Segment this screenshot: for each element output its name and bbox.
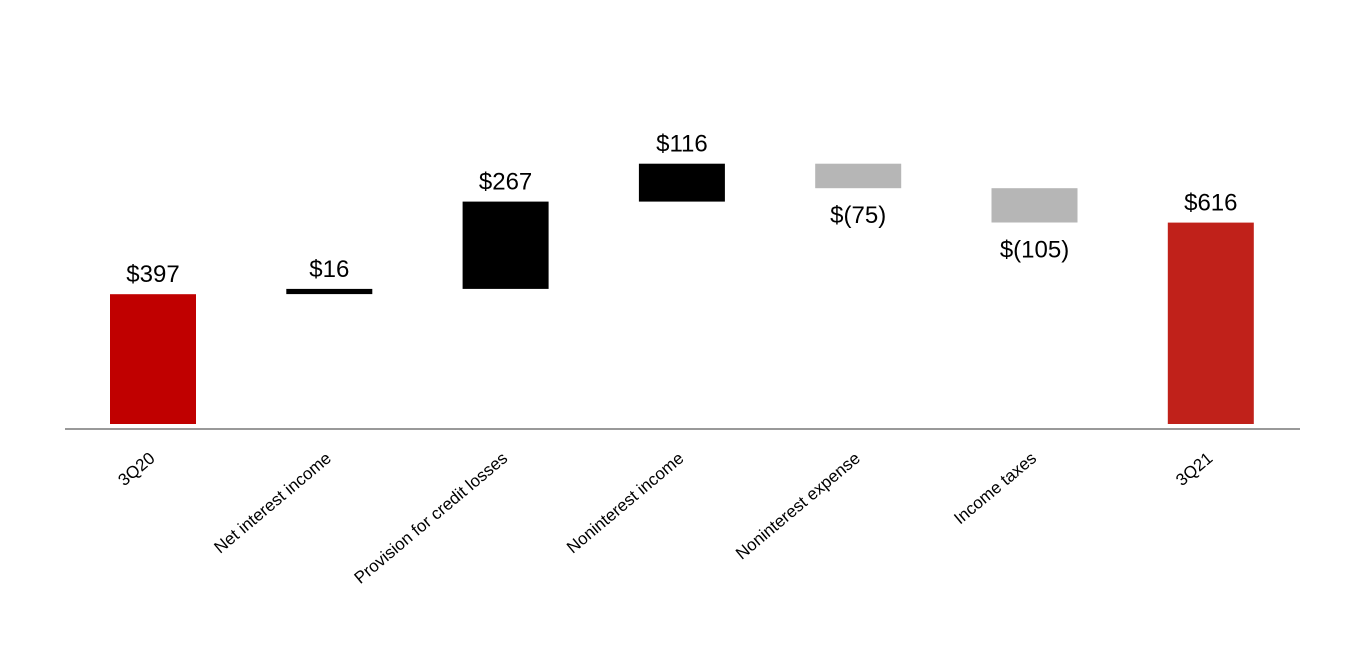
value-label-2: $267 bbox=[479, 169, 532, 196]
bar-4 bbox=[815, 163, 902, 189]
bar-2 bbox=[462, 201, 549, 289]
value-label-5: $(105) bbox=[1000, 237, 1069, 264]
category-label-4: Noninterest expense bbox=[732, 449, 864, 564]
bar-0 bbox=[110, 294, 196, 424]
category-label-3: Noninterest income bbox=[563, 449, 687, 558]
value-label-1: $16 bbox=[309, 256, 349, 283]
value-label-0: $397 bbox=[126, 261, 179, 288]
bar-1 bbox=[286, 288, 373, 295]
category-labels-group: 3Q20 Net interest income Provision for cre… bbox=[114, 449, 1216, 588]
category-label-5: Income taxes bbox=[950, 449, 1040, 529]
category-label-1: Net interest income bbox=[210, 449, 334, 558]
value-labels-group: $397 $16 $267 $116 $(75) $(105) $616 bbox=[126, 131, 1237, 289]
bar-3 bbox=[638, 163, 725, 202]
value-label-4: $(75) bbox=[830, 202, 886, 229]
bars-group bbox=[110, 163, 1254, 424]
category-label-6: 3Q21 bbox=[1172, 449, 1216, 490]
category-label-0: 3Q20 bbox=[114, 449, 158, 490]
value-label-3: $116 bbox=[656, 131, 708, 158]
category-label-2: Provision for credit losses bbox=[351, 449, 512, 588]
bar-6 bbox=[1167, 222, 1254, 424]
bar-5 bbox=[991, 188, 1078, 223]
value-label-6: $616 bbox=[1184, 190, 1237, 217]
